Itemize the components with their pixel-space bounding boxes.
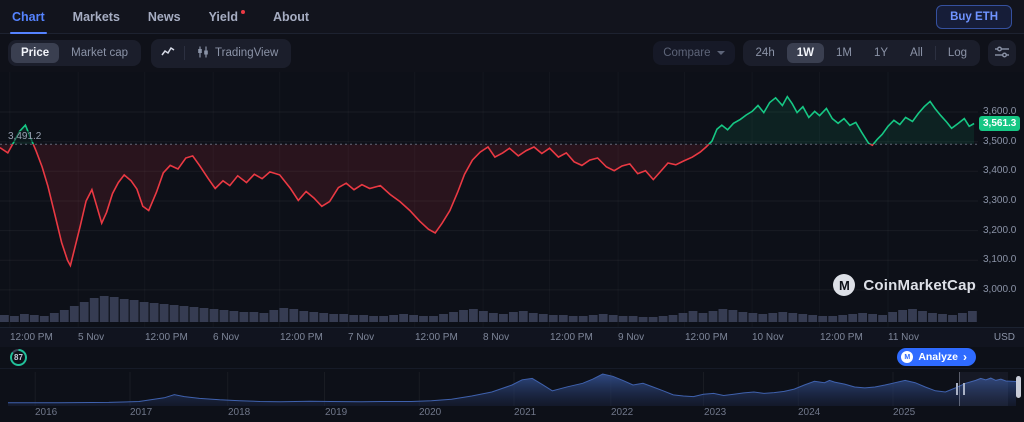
chevron-down-icon <box>716 51 725 55</box>
navigator-scroll-thumb[interactable] <box>1016 376 1021 398</box>
axis-unit-label: USD <box>993 332 1015 343</box>
line-chart-type-button[interactable] <box>154 42 182 65</box>
chart-toolbar: Price Market cap TradingView Compare <box>0 34 1024 72</box>
time-tick-label: 11 Nov <box>888 332 919 343</box>
chart-type-group: TradingView <box>151 38 292 68</box>
year-tick-label: 2016 <box>35 407 58 418</box>
tab-markets[interactable]: Markets <box>72 9 120 24</box>
time-tick-label: 12:00 PM <box>10 332 53 343</box>
price-toggle-button[interactable]: Price <box>11 43 60 63</box>
price-line-chart <box>0 95 978 322</box>
time-tick-label: 6 Nov <box>213 332 240 343</box>
toolbar-divider <box>184 46 186 60</box>
year-tick-label: 2024 <box>798 407 821 418</box>
price-tick-label: 3,400.0 <box>983 165 1017 177</box>
navigator-brush-grip[interactable] <box>956 383 965 395</box>
range-divider <box>934 46 936 60</box>
toolbar-right: Compare 24h 1W 1M 1Y All Log <box>653 40 1016 66</box>
range-1m-button[interactable]: 1M <box>826 43 862 63</box>
analyze-button[interactable]: M Analyze › <box>897 348 976 366</box>
watermark-text: CoinMarketCap <box>863 276 976 294</box>
price-tick-label: 3,200.0 <box>983 224 1017 236</box>
candlestick-icon <box>197 46 209 61</box>
year-tick-label: 2023 <box>704 407 727 418</box>
yield-new-badge <box>240 10 245 14</box>
price-tick-label: 3,000.0 <box>983 283 1017 295</box>
baseline-price-label: 3,491.2 <box>6 131 44 143</box>
year-tick-label: 2017 <box>130 407 153 418</box>
chevron-right-icon: › <box>963 350 967 364</box>
year-labels: 2016 2017 2018 2019 2020 2021 2022 2023 2024 2025 <box>8 407 1016 420</box>
price-tick-label: 3,500.0 <box>983 135 1017 147</box>
time-tick-label: 12:00 PM <box>145 332 188 343</box>
tradingview-button[interactable]: TradingView <box>187 42 288 65</box>
chart-footer-row: 87 M Analyze › <box>0 347 1024 368</box>
price-tick-label: 3,600.0 <box>983 106 1017 118</box>
coinmarketcap-logo-icon: M <box>833 274 856 296</box>
time-tick-label: 5 Nov <box>78 332 105 343</box>
time-tick-label: 9 Nov <box>618 332 645 343</box>
coinmarketcap-watermark: M CoinMarketCap <box>833 274 976 296</box>
line-chart-icon <box>161 46 175 61</box>
buy-eth-button[interactable]: Buy ETH <box>936 4 1012 29</box>
tab-chart[interactable]: Chart <box>10 0 47 34</box>
tab-about[interactable]: About <box>272 9 310 24</box>
tab-yield-label: Yield <box>208 9 238 24</box>
chart-plot-area[interactable]: 3,491.2 M CoinMarketCap <box>0 72 978 327</box>
time-tick-label: 8 Nov <box>483 332 510 343</box>
score-gauge[interactable]: 87 <box>10 349 27 366</box>
year-tick-label: 2021 <box>514 407 537 418</box>
sliders-icon <box>995 46 1009 61</box>
time-axis[interactable]: USD 12:00 PM 5 Nov 12:00 PM 6 Nov 12:00 PM 7 … <box>0 327 1024 347</box>
price-axis[interactable]: 3,561.3 3,600.0 3,500.0 3,400.0 3,300.0 3,20… <box>978 72 1024 327</box>
market-cap-toggle-button[interactable]: Market cap <box>61 43 138 63</box>
score-value: 87 <box>12 351 25 364</box>
tab-chart-label: Chart <box>12 9 45 24</box>
price-marketcap-toggle: Price Market cap <box>8 40 142 66</box>
time-tick-label: 7 Nov <box>348 332 375 343</box>
time-range-group: 24h 1W 1M 1Y All Log <box>742 40 980 66</box>
year-tick-label: 2018 <box>228 407 251 418</box>
page-tabs-bar: Chart Markets News Yield About Buy ETH <box>0 0 1024 34</box>
time-tick-label: 12:00 PM <box>820 332 863 343</box>
tab-news[interactable]: News <box>147 9 181 24</box>
range-1y-button[interactable]: 1Y <box>864 43 898 63</box>
active-tab-underline <box>10 32 47 34</box>
timeline-navigator[interactable]: 2016 2017 2018 2019 2020 2021 2022 2023 2024 2025 <box>0 368 1024 422</box>
price-tick-label: 3,300.0 <box>983 194 1017 206</box>
current-price-badge: 3,561.3 <box>979 115 1021 131</box>
year-tick-label: 2020 <box>419 407 442 418</box>
analyze-label: Analyze <box>918 351 958 363</box>
range-1w-button[interactable]: 1W <box>786 43 824 63</box>
tab-yield[interactable]: Yield <box>209 0 245 33</box>
range-24h-button[interactable]: 24h <box>746 43 785 63</box>
year-tick-label: 2022 <box>611 407 634 418</box>
tradingview-label: TradingView <box>215 47 279 59</box>
time-tick-label: 12:00 PM <box>415 332 458 343</box>
compare-label: Compare <box>663 47 711 59</box>
page-tabs: Chart Markets News Yield About <box>10 0 310 34</box>
compare-button[interactable]: Compare <box>653 41 735 65</box>
range-all-button[interactable]: All <box>900 43 933 63</box>
time-tick-label: 10 Nov <box>752 332 784 343</box>
navigator-area-chart <box>8 372 1016 406</box>
analyze-cmc-icon: M <box>901 351 914 363</box>
time-tick-label: 12:00 PM <box>550 332 593 343</box>
year-tick-label: 2019 <box>325 407 348 418</box>
price-chart: 3,491.2 M CoinMarketCap 3,561.3 3,600.0 3… <box>0 72 1024 327</box>
navigator-selection[interactable] <box>956 372 1008 406</box>
year-tick-label: 2025 <box>893 407 916 418</box>
time-tick-label: 12:00 PM <box>280 332 323 343</box>
log-scale-button[interactable]: Log <box>938 43 977 63</box>
price-tick-label: 3,100.0 <box>983 254 1017 266</box>
time-tick-label: 12:00 PM <box>685 332 728 343</box>
chart-settings-button[interactable] <box>988 40 1016 66</box>
